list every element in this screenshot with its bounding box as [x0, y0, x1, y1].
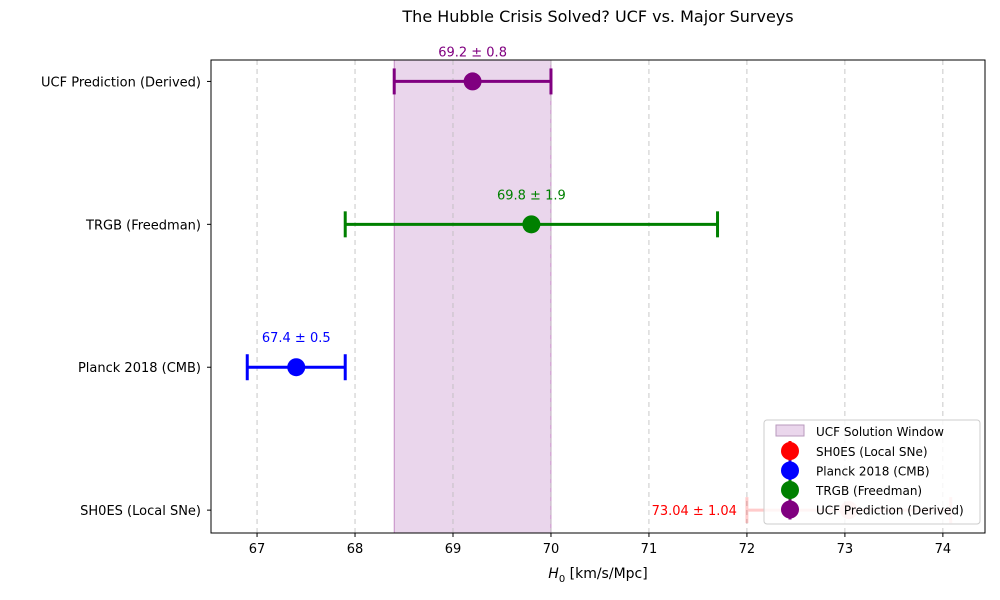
- x-tick-label: 69: [445, 542, 462, 557]
- x-tick-label: 67: [249, 542, 266, 557]
- series-3: 69.2 ± 0.8: [392, 45, 553, 95]
- legend-box: [763, 419, 981, 525]
- legend-label: TRGB (Freedman): [815, 484, 922, 498]
- series-1: 67.4 ± 0.5: [245, 331, 347, 381]
- chart-title: The Hubble Crisis Solved? UCF vs. Major …: [401, 7, 793, 26]
- data-point: [522, 215, 541, 234]
- y-tick-label: UCF Prediction (Derived): [41, 75, 201, 90]
- legend: UCF Solution Window SH0ES (Local SNe) Plan…: [763, 419, 981, 525]
- x-tick-label: 70: [543, 542, 560, 557]
- series-marks: [343, 211, 720, 238]
- data-point: [287, 358, 306, 377]
- plot-frame: [210, 59, 986, 534]
- legend-marker: [781, 461, 799, 480]
- legend-marker: [781, 442, 799, 460]
- data-label: 69.8 ± 1.9: [497, 188, 566, 203]
- legend-label: UCF Prediction (Derived): [816, 504, 964, 518]
- x-tick-label: 73: [837, 542, 854, 557]
- y-tick-label: SH0ES (Local SNe): [80, 504, 201, 519]
- legend-label: UCF Solution Window: [816, 425, 944, 439]
- x-tick-label: 72: [739, 542, 756, 557]
- data-label: 73.04 ± 1.04: [652, 504, 737, 519]
- legend-label: Planck 2018 (CMB): [816, 465, 930, 479]
- data-label: 69.2 ± 0.8: [438, 45, 507, 60]
- legend-swatch-band: [775, 424, 805, 437]
- data-point: [463, 72, 482, 91]
- legend-marker: [781, 500, 799, 519]
- series-marks: [245, 354, 347, 381]
- legend-label: SH0ES (Local SNe): [816, 445, 928, 459]
- y-tick-label: Planck 2018 (CMB): [78, 361, 201, 376]
- x-tick-label: 71: [641, 542, 658, 557]
- series-2: 69.8 ± 1.9: [343, 188, 720, 238]
- x-axis-label: H0 [km/s/Mpc]: [548, 566, 647, 585]
- y-tick-label: TRGB (Freedman): [85, 218, 201, 233]
- x-tick-label: 68: [347, 542, 364, 557]
- x-tick-label: 74: [935, 542, 952, 557]
- data-label: 67.4 ± 0.5: [262, 331, 331, 346]
- ucf-solution-band: [393, 59, 552, 534]
- legend-marker: [781, 481, 799, 499]
- series-marks: [392, 68, 553, 95]
